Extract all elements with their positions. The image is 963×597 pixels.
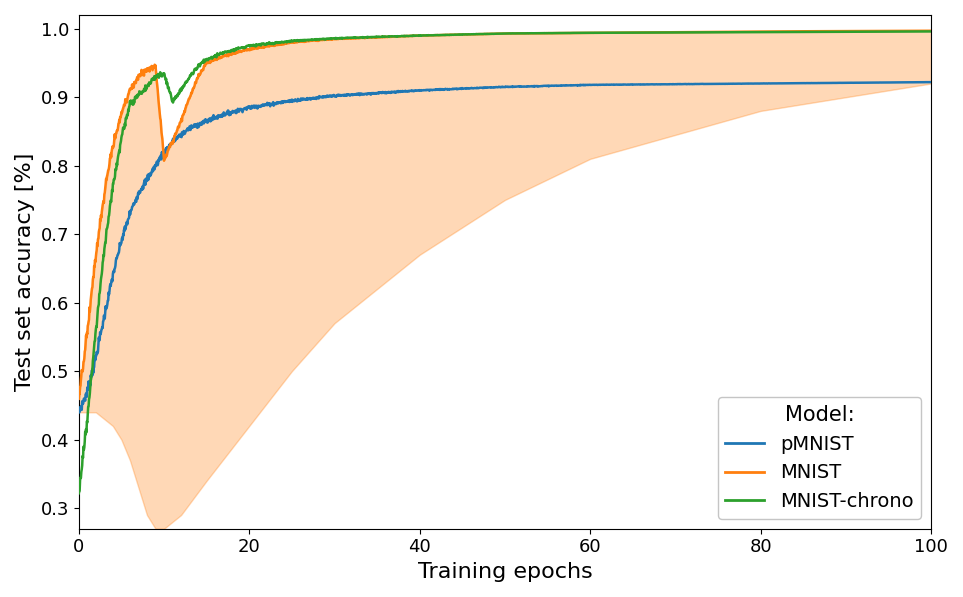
Legend: pMNIST, MNIST, MNIST-chrono: pMNIST, MNIST, MNIST-chrono — [717, 397, 922, 519]
Y-axis label: Test set accuracy [%]: Test set accuracy [%] — [15, 153, 35, 391]
X-axis label: Training epochs: Training epochs — [418, 562, 592, 582]
